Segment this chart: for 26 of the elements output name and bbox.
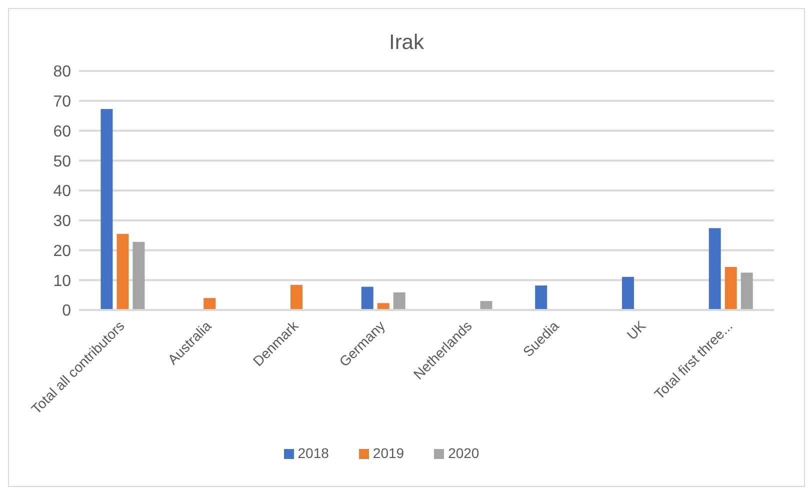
- bar: [740, 272, 753, 310]
- legend-label: 2018: [298, 445, 329, 461]
- chart-title: Irak: [388, 31, 425, 56]
- bar: [535, 286, 548, 310]
- y-tick-label: 20: [53, 242, 72, 260]
- y-tick-label: 60: [53, 123, 72, 140]
- bar: [290, 284, 302, 310]
- bar: [393, 292, 406, 310]
- bar: [361, 286, 374, 310]
- x-tick-label: UK: [624, 317, 650, 343]
- bar: [132, 242, 145, 310]
- bar: [116, 234, 129, 310]
- bar: [622, 276, 634, 310]
- legend-label: 2019: [372, 445, 404, 461]
- y-tick-label: 70: [53, 94, 72, 111]
- bar: [204, 298, 216, 310]
- y-tick-label: 30: [53, 213, 72, 230]
- y-tick-label: 80: [53, 64, 72, 81]
- legend-label: 2020: [448, 445, 480, 461]
- y-tick-label: 40: [53, 183, 72, 200]
- y-tick-label: 0: [62, 302, 72, 320]
- bar: [724, 266, 737, 310]
- y-tick-label: 10: [53, 272, 72, 290]
- bar: [708, 228, 721, 310]
- bar: [100, 108, 113, 310]
- y-tick-label: 50: [53, 153, 72, 170]
